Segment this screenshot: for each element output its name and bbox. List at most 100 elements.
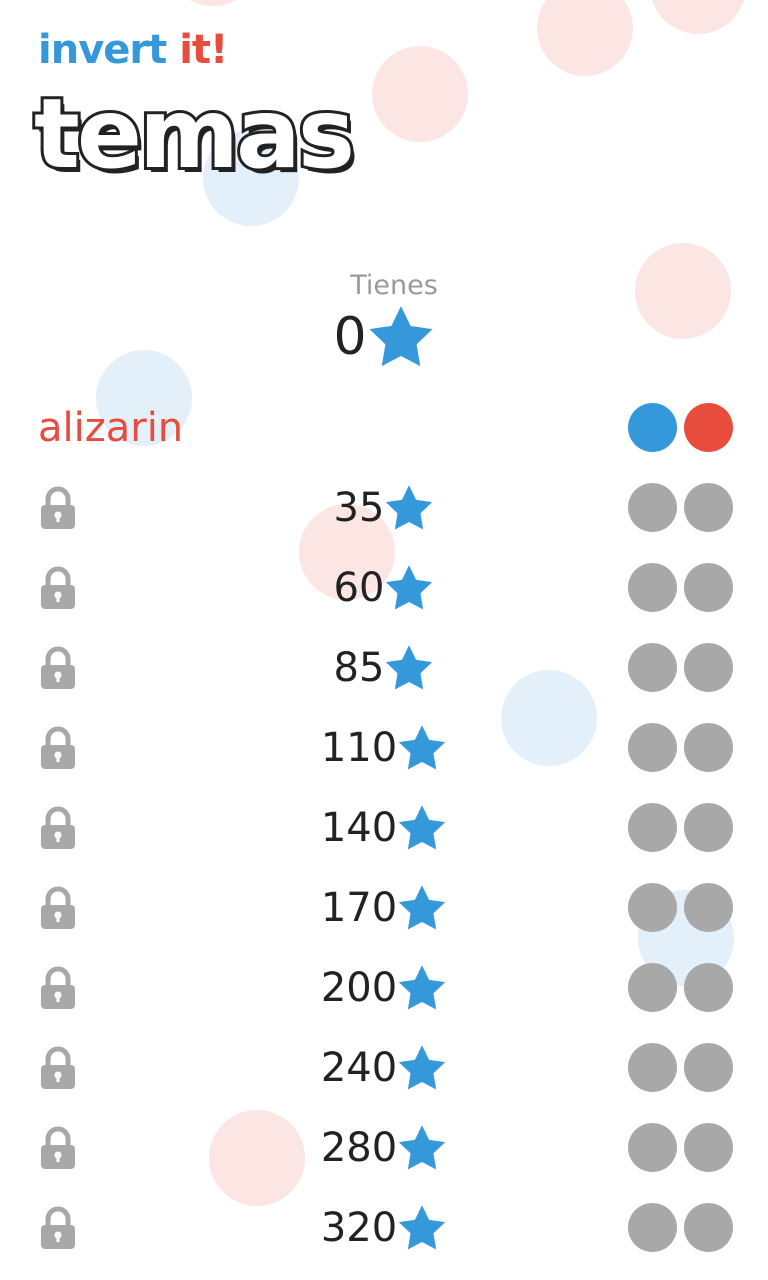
color-swatch [628,723,677,772]
theme-price: 85 [200,638,568,698]
theme-row-locked[interactable]: 35 [0,478,768,538]
background-bubble [372,46,468,142]
theme-row-locked[interactable]: 320 [0,1198,768,1258]
star-balance: Tienes 0 [0,268,768,370]
theme-price-value: 110 [320,725,398,771]
color-swatch [684,563,733,612]
star-icon [397,963,447,1013]
page-title: temas [31,78,358,190]
star-icon [384,483,434,533]
background-bubble [209,1110,305,1206]
color-swatch [684,723,733,772]
theme-row-locked[interactable]: 85 [0,638,768,698]
theme-price-value: 170 [320,885,398,931]
theme-price-value: 320 [320,1205,398,1251]
theme-price: 110 [200,718,568,778]
theme-price: 35 [200,478,568,538]
lock-icon [40,486,76,530]
theme-row-active[interactable]: alizarin [0,398,768,458]
background-bubble [96,350,192,446]
app-title-word2: it! [179,27,228,73]
theme-price-value: 85 [333,645,385,691]
theme-color-swatches [628,1043,734,1093]
theme-price: 240 [200,1038,568,1098]
color-swatch [684,403,733,452]
color-swatch [684,1203,733,1252]
theme-price: 60 [200,558,568,618]
color-swatch [684,643,733,692]
lock-icon [40,566,76,610]
theme-price: 200 [200,958,568,1018]
star-icon [397,723,447,773]
theme-price-value: 240 [320,1045,398,1091]
star-icon [397,1043,447,1093]
color-swatch [628,483,677,532]
background-bubble [203,130,299,226]
star-icon [384,643,434,693]
app-logo: invert it! [38,27,228,73]
lock-icon [40,726,76,770]
color-swatch [628,883,677,932]
color-swatch [684,883,733,932]
star-icon [367,304,435,370]
lock-icon [40,966,76,1010]
lock-icon [40,1126,76,1170]
lock-icon [40,886,76,930]
background-bubble [299,504,395,600]
theme-color-swatches [628,803,734,853]
theme-row-locked[interactable]: 110 [0,718,768,778]
color-swatch [628,643,677,692]
theme-price: 320 [200,1198,568,1258]
theme-price: 170 [200,878,568,938]
color-swatch [684,963,733,1012]
theme-price-value: 60 [333,565,385,611]
lock-icon [40,1046,76,1090]
star-icon [384,563,434,613]
theme-price: 280 [200,1118,568,1178]
color-swatch [628,803,677,852]
theme-color-swatches [628,1123,734,1173]
background-bubble [501,670,597,766]
star-icon [397,803,447,853]
theme-row-locked[interactable]: 170 [0,878,768,938]
theme-row-locked[interactable]: 60 [0,558,768,618]
theme-color-swatches [628,643,734,693]
background-bubble [165,0,261,6]
background-bubble [537,0,633,76]
theme-color-swatches [628,883,734,933]
balance-row: 0 [333,304,434,370]
lock-icon [40,806,76,850]
theme-price: 140 [200,798,568,858]
color-swatch [628,1043,677,1092]
color-swatch [684,1123,733,1172]
theme-color-swatches [628,963,734,1013]
star-icon [397,1203,447,1253]
theme-color-swatches [628,483,734,533]
color-swatch [628,1203,677,1252]
color-swatch [628,563,677,612]
color-swatch [684,803,733,852]
balance-count: 0 [333,307,367,367]
theme-price-value: 35 [333,485,385,531]
background-bubble [650,0,746,34]
theme-row-locked[interactable]: 140 [0,798,768,858]
theme-price-value: 200 [320,965,398,1011]
star-icon [397,1123,447,1173]
theme-color-swatches [628,563,734,613]
theme-row-locked[interactable]: 240 [0,1038,768,1098]
theme-price-value: 280 [320,1125,398,1171]
theme-name: alizarin [38,405,184,451]
theme-row-locked[interactable]: 200 [0,958,768,1018]
background-bubble [635,243,731,339]
color-swatch [628,963,677,1012]
lock-icon [40,1206,76,1250]
lock-icon [40,646,76,690]
color-swatch [684,1043,733,1092]
theme-row-locked[interactable]: 280 [0,1118,768,1178]
balance-label: Tienes [350,270,438,301]
star-icon [397,883,447,933]
color-swatch [628,403,677,452]
theme-color-swatches [628,1203,734,1253]
color-swatch [628,1123,677,1172]
app-title-word1: invert [38,27,167,73]
